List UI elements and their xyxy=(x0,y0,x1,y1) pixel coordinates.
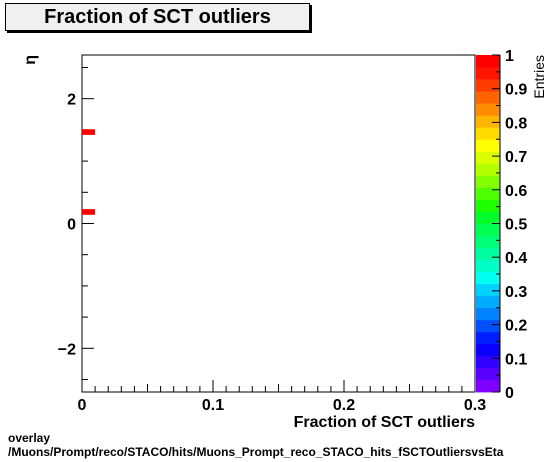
colorbar-segment xyxy=(476,379,500,393)
colorbar-segment xyxy=(476,115,500,128)
colorbar-segment xyxy=(476,91,500,104)
colorbar-segment xyxy=(476,271,500,285)
colorbar-segment xyxy=(476,151,500,164)
y-tick-label: 0 xyxy=(67,217,76,234)
chart-title: Fraction of SCT outliers xyxy=(5,3,310,31)
colorbar-segment xyxy=(476,199,500,212)
colorbar-segment xyxy=(476,223,500,236)
colorbar-segment xyxy=(476,211,500,224)
footer-overlay-label: overlay xyxy=(8,431,51,445)
colorbar-tick-label: 0.6 xyxy=(505,183,527,200)
colorbar-segment xyxy=(476,259,500,273)
colorbar-segment xyxy=(476,331,500,345)
colorbar-segment xyxy=(476,295,500,309)
heatmap-cell xyxy=(82,209,96,215)
x-axis-label: Fraction of SCT outliers xyxy=(294,414,475,431)
x-tick-label: 0 xyxy=(78,397,87,414)
colorbar-tick-label: 0.8 xyxy=(505,115,527,132)
colorbar-tick-label: 1 xyxy=(505,48,514,65)
y-tick-label: 2 xyxy=(67,92,76,109)
x-tick-label: 0.3 xyxy=(464,397,486,414)
colorbar-tick-label: 0.3 xyxy=(505,284,527,301)
colorbar-segment xyxy=(476,127,500,140)
colorbar-segment xyxy=(476,163,500,176)
colorbar-segment xyxy=(476,307,500,321)
colorbar-segment xyxy=(476,55,500,68)
plot-frame xyxy=(81,54,476,393)
colorbar-segment xyxy=(476,79,500,92)
colorbar-segment xyxy=(476,103,500,116)
heatmap-cell xyxy=(82,129,96,135)
colorbar-segment xyxy=(476,283,500,297)
y-axis-label: η xyxy=(22,55,39,65)
colorbar-tick-label: 0.7 xyxy=(505,149,527,166)
y-tick-label: −2 xyxy=(58,341,76,358)
colorbar-tick-label: 0 xyxy=(505,385,514,402)
colorbar-segment xyxy=(476,343,500,357)
colorbar-segment xyxy=(476,235,500,248)
colorbar-segment xyxy=(476,175,500,188)
colorbar-segment xyxy=(476,247,500,261)
x-tick-label: 0.1 xyxy=(202,397,224,414)
colorbar-tick-label: 0.1 xyxy=(505,351,527,368)
colorbar-tick-label: 0.4 xyxy=(505,250,527,267)
colorbar-segment xyxy=(476,187,500,200)
colorbar-segment xyxy=(476,355,500,369)
colorbar-tick-label: 0.5 xyxy=(505,217,527,234)
colorbar-segment xyxy=(476,319,500,333)
colorbar-segment xyxy=(476,367,500,381)
colorbar-tick-label: 0.9 xyxy=(505,82,527,99)
colorbar-segment xyxy=(476,139,500,152)
colorbar-label: Entries xyxy=(531,55,546,99)
colorbar-tick-label: 0.2 xyxy=(505,318,527,335)
x-tick-label: 0.2 xyxy=(333,397,355,414)
footer-histogram-path: /Muons/Prompt/reco/STACO/hits/Muons_Prom… xyxy=(8,445,504,459)
colorbar-segment xyxy=(476,67,500,80)
